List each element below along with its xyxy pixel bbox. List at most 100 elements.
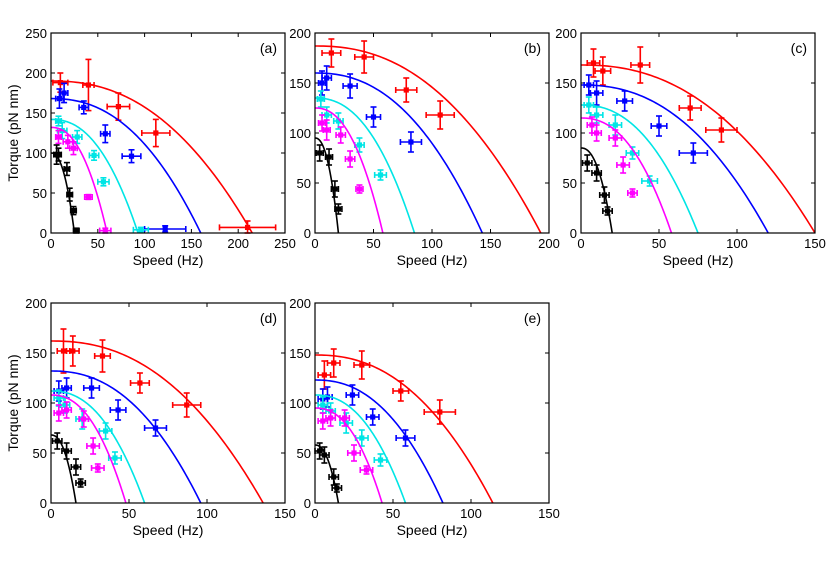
series-magenta	[315, 407, 383, 503]
x-tick-label: 150	[538, 506, 560, 521]
data-point-red	[93, 339, 112, 373]
marker	[78, 480, 84, 486]
data-point-red	[704, 117, 738, 143]
data-point-blue	[589, 80, 604, 106]
data-point-magenta	[626, 188, 638, 198]
marker	[73, 464, 79, 470]
data-point-black	[66, 187, 74, 202]
marker	[363, 467, 370, 473]
marker	[656, 123, 662, 129]
marker	[359, 435, 365, 441]
x-tick-label: 100	[421, 236, 443, 251]
marker	[377, 172, 384, 178]
marker	[377, 457, 384, 463]
x-tick-label: 0	[311, 236, 318, 251]
x-tick-label: 50	[91, 236, 105, 251]
marker	[589, 122, 595, 128]
marker	[56, 395, 62, 401]
data-point-magenta	[54, 129, 63, 145]
data-point-blue	[399, 131, 423, 153]
x-tick-label: 0	[311, 506, 318, 521]
y-tick-label: 150	[289, 346, 311, 361]
marker	[370, 114, 377, 120]
marker	[629, 190, 636, 196]
marker	[74, 134, 80, 140]
marker	[61, 90, 67, 96]
y-tick-label: 50	[563, 176, 577, 191]
data-point-cyan	[373, 169, 388, 181]
marker	[321, 372, 327, 378]
series-red	[51, 328, 264, 503]
marker	[102, 228, 108, 234]
marker	[244, 224, 251, 230]
marker	[138, 227, 144, 233]
marker	[320, 418, 326, 424]
data-point-blue	[321, 65, 333, 91]
data-point-blue	[365, 408, 380, 426]
marker	[324, 112, 330, 118]
marker	[317, 448, 323, 454]
x-tick-label: 200	[538, 236, 560, 251]
series-black	[51, 432, 87, 503]
marker	[65, 139, 71, 145]
x-tick-label: 100	[196, 506, 218, 521]
series-blue	[51, 82, 202, 233]
series-red	[581, 46, 815, 233]
marker	[70, 145, 77, 151]
marker	[85, 82, 92, 88]
marker	[64, 166, 70, 172]
marker	[351, 450, 357, 456]
marker	[162, 226, 168, 232]
data-point-magenta	[325, 409, 337, 427]
data-point-red	[82, 58, 95, 112]
marker	[64, 448, 70, 454]
marker	[370, 414, 376, 420]
data-point-black	[334, 203, 343, 215]
data-point-blue	[143, 225, 187, 233]
x-tick-label: 100	[134, 236, 156, 251]
fit-curve-cyan	[51, 118, 139, 233]
y-tick-label: 200	[555, 26, 577, 41]
data-point-cyan	[316, 90, 326, 108]
marker	[342, 415, 348, 421]
marker	[55, 134, 62, 140]
data-point-magenta	[83, 193, 93, 201]
series-blue	[315, 65, 484, 233]
series-black	[581, 147, 614, 233]
fit-curve-red	[315, 354, 494, 503]
series-black	[315, 137, 343, 233]
data-point-cyan	[132, 226, 150, 233]
y-tick-label: 0	[570, 226, 577, 241]
data-point-red	[353, 40, 375, 74]
marker	[56, 410, 62, 416]
marker	[128, 153, 135, 159]
y-tick-label: 0	[40, 226, 47, 241]
fit-curve-red	[51, 340, 264, 503]
marker	[64, 407, 70, 413]
y-tick-label: 50	[297, 176, 311, 191]
data-point-red	[65, 335, 80, 367]
marker	[594, 170, 600, 176]
marker	[73, 228, 79, 234]
marker	[70, 348, 76, 354]
marker	[620, 162, 626, 168]
series-magenta	[51, 394, 127, 503]
marker	[347, 83, 353, 89]
fit-curve-cyan	[51, 390, 146, 503]
data-point-black	[602, 206, 614, 216]
y-tick-label: 150	[25, 106, 47, 121]
marker	[95, 465, 101, 471]
x-tick-label: 150	[804, 236, 826, 251]
data-point-red	[392, 380, 410, 402]
marker	[600, 68, 606, 74]
x-tick-label: 250	[274, 236, 296, 251]
data-point-magenta	[86, 437, 101, 455]
marker	[55, 152, 62, 158]
panel-label: (c)	[791, 40, 807, 56]
data-point-black	[69, 205, 78, 216]
data-point-black	[54, 147, 63, 162]
marker	[81, 416, 87, 422]
data-point-red	[425, 100, 456, 130]
data-point-magenta	[335, 126, 347, 144]
data-point-magenta	[317, 412, 329, 430]
